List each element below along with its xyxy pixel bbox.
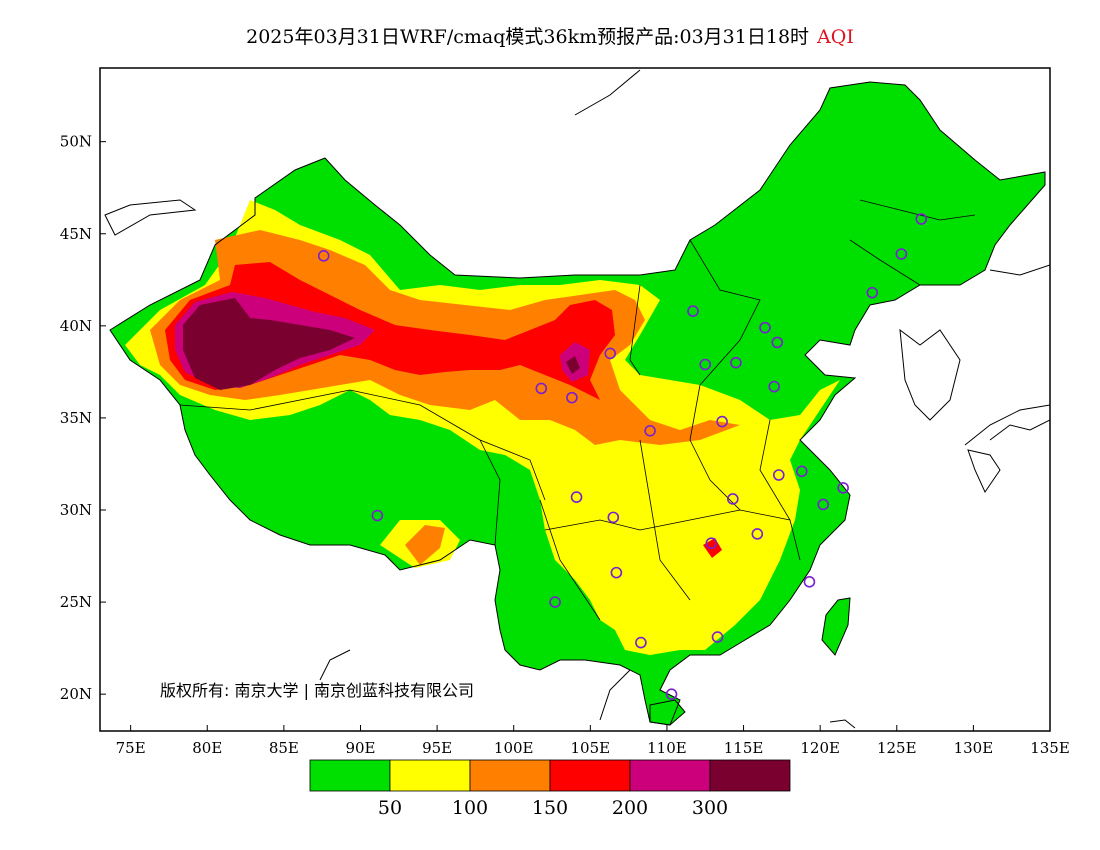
station-marker	[705, 537, 718, 549]
station-marker	[687, 305, 699, 317]
lon-tick-label: 130E	[954, 739, 994, 757]
lon-tick-label: 115E	[724, 739, 764, 757]
station-marker	[915, 213, 928, 225]
station-marker	[644, 425, 656, 437]
lon-tick-label: 90E	[345, 739, 375, 757]
station-marker	[866, 286, 879, 299]
station-marker	[535, 382, 548, 395]
station-marker	[604, 347, 617, 360]
station-marker	[549, 596, 561, 608]
lat-axis: 20N 25N 30N 35N 40N 45N 50N	[60, 133, 106, 703]
lon-tick-label: 100E	[494, 739, 534, 757]
station-marker	[665, 688, 678, 700]
aqi-band-maroon-lanzhou	[566, 356, 580, 374]
colorbar-label: 300	[692, 797, 728, 819]
map-frame	[99, 67, 1051, 732]
station-marker	[607, 511, 620, 524]
station-marker	[727, 493, 739, 505]
boundaries	[104, 69, 1050, 729]
aqi-band-orange-tibet	[405, 525, 445, 565]
colorbar-swatch	[389, 759, 471, 792]
lon-tick-label: 125E	[877, 739, 917, 757]
lat-tick-label: 30N	[60, 501, 92, 519]
lat-tick-label: 20N	[60, 685, 92, 703]
lon-tick-label: 135E	[1030, 739, 1070, 757]
station-marker	[771, 336, 784, 349]
station-marker	[803, 576, 816, 588]
colorbar-swatch	[709, 759, 791, 792]
lon-tick-label: 95E	[422, 739, 452, 757]
station-marker	[566, 391, 578, 404]
lat-tick-label: 45N	[60, 225, 92, 243]
colorbar-label: 200	[612, 797, 648, 819]
station-marker	[317, 250, 330, 262]
station-marker	[610, 566, 623, 579]
lon-tick-label: 105E	[571, 739, 611, 757]
colorbar: 50 100 150 200 300	[309, 759, 791, 819]
colorbar-label: 150	[532, 797, 568, 819]
colorbar-swatch	[309, 759, 391, 792]
lon-tick-label: 120E	[800, 739, 840, 757]
station-marker	[768, 380, 780, 393]
station-marker	[837, 482, 849, 494]
taiwan-green	[822, 598, 850, 655]
lat-tick-label: 25N	[60, 593, 92, 611]
title-main: 2025年03月31日WRF/cmaq模式36km预报产品:03月31日18时	[246, 26, 810, 48]
station-marker	[570, 491, 583, 503]
station-marker	[795, 465, 808, 478]
lat-tick-label: 50N	[60, 133, 92, 151]
colorbar-label: 100	[452, 797, 488, 819]
colorbar-swatch	[469, 759, 551, 792]
station-marker	[716, 415, 728, 428]
lat-tick-label: 35N	[60, 409, 92, 427]
station-marker	[699, 358, 712, 371]
colorbar-swatch	[549, 759, 631, 792]
map-title: 2025年03月31日WRF/cmaq模式36km预报产品:03月31日18时 A…	[0, 22, 1100, 49]
colorbar-swatch	[629, 759, 711, 792]
copyright-text: 版权所有: 南京大学 | 南京创蓝科技有限公司	[160, 681, 474, 700]
colorbar-label: 50	[378, 797, 402, 819]
lon-tick-label: 110E	[647, 739, 687, 757]
station-marker	[751, 528, 764, 540]
station-marker	[371, 509, 384, 522]
title-variable: AQI	[817, 26, 854, 48]
aqi-field	[104, 69, 1050, 729]
lat-tick-label: 40N	[60, 317, 92, 335]
lon-tick-label: 75E	[116, 739, 146, 757]
hainan-green	[650, 700, 685, 725]
lon-tick-label: 80E	[192, 739, 222, 757]
station-marker	[730, 356, 742, 369]
station-marker	[711, 631, 724, 643]
station-markers	[317, 213, 928, 700]
lon-axis: 75E 80E 85E 90E 95E 100E 105E 110E 115E 120E 125E 1…	[116, 725, 1070, 757]
station-marker	[817, 498, 830, 511]
station-marker	[759, 321, 771, 334]
aqi-band-maroon	[183, 298, 355, 390]
station-marker	[895, 248, 908, 260]
station-marker	[772, 469, 785, 481]
station-marker	[635, 636, 647, 649]
lon-tick-label: 85E	[269, 739, 299, 757]
